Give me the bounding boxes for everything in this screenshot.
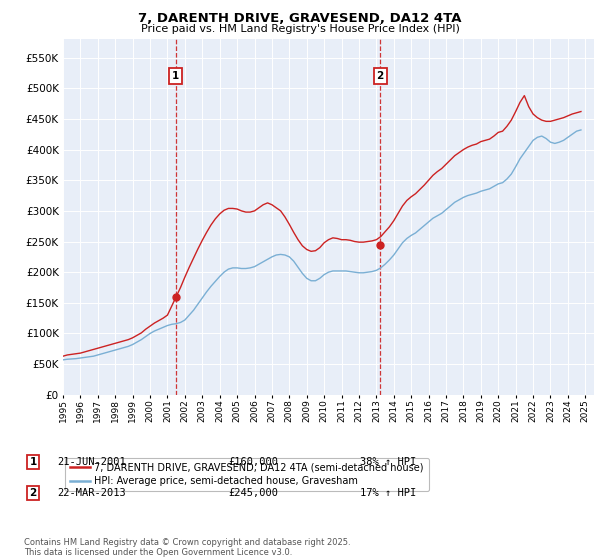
- Text: 21-JUN-2001: 21-JUN-2001: [57, 457, 126, 467]
- Text: 1: 1: [172, 71, 179, 81]
- Text: 1: 1: [29, 457, 37, 467]
- Text: Price paid vs. HM Land Registry's House Price Index (HPI): Price paid vs. HM Land Registry's House …: [140, 24, 460, 34]
- Text: Contains HM Land Registry data © Crown copyright and database right 2025.
This d: Contains HM Land Registry data © Crown c…: [24, 538, 350, 557]
- Text: 2: 2: [377, 71, 384, 81]
- Text: 38% ↑ HPI: 38% ↑ HPI: [360, 457, 416, 467]
- Legend: 7, DARENTH DRIVE, GRAVESEND, DA12 4TA (semi-detached house), HPI: Average price,: 7, DARENTH DRIVE, GRAVESEND, DA12 4TA (s…: [65, 458, 429, 491]
- Text: 7, DARENTH DRIVE, GRAVESEND, DA12 4TA: 7, DARENTH DRIVE, GRAVESEND, DA12 4TA: [138, 12, 462, 25]
- Text: 22-MAR-2013: 22-MAR-2013: [57, 488, 126, 498]
- Text: £160,000: £160,000: [228, 457, 278, 467]
- Text: 2: 2: [29, 488, 37, 498]
- Text: 17% ↑ HPI: 17% ↑ HPI: [360, 488, 416, 498]
- Text: £245,000: £245,000: [228, 488, 278, 498]
